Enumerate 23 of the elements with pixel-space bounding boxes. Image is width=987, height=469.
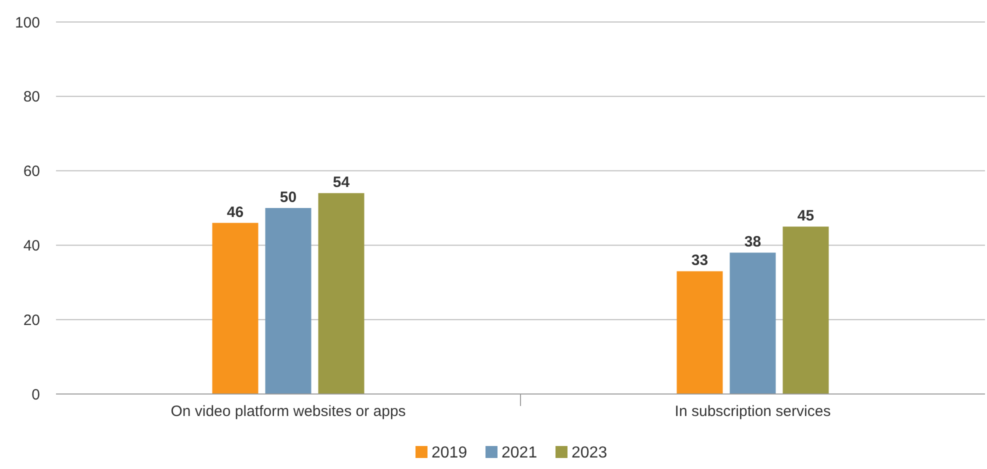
bar — [212, 222, 258, 394]
bar — [265, 208, 312, 394]
data-label: 50 — [280, 189, 297, 206]
y-tick-label: 20 — [23, 312, 40, 329]
bar — [730, 252, 776, 394]
data-label: 46 — [226, 204, 244, 221]
bar — [782, 226, 829, 394]
x-tick-label: On video platform websites or apps — [170, 403, 406, 420]
x-tick-label: In subscription services — [674, 403, 831, 420]
y-tick-label: 0 — [32, 386, 40, 404]
y-tick-label: 80 — [23, 88, 40, 106]
data-label: 33 — [691, 252, 708, 270]
legend-label: 2023 — [572, 444, 608, 462]
data-label: 54 — [332, 174, 350, 192]
y-tick-label: 40 — [23, 237, 40, 254]
bar — [676, 271, 723, 394]
bar — [318, 193, 364, 394]
data-label: 45 — [797, 208, 814, 225]
y-tick-label: 60 — [23, 163, 40, 180]
legend-label: 2019 — [432, 444, 468, 462]
data-label: 38 — [744, 234, 762, 251]
legend-label: 2021 — [502, 444, 538, 462]
y-tick-label: 100 — [14, 14, 40, 32]
